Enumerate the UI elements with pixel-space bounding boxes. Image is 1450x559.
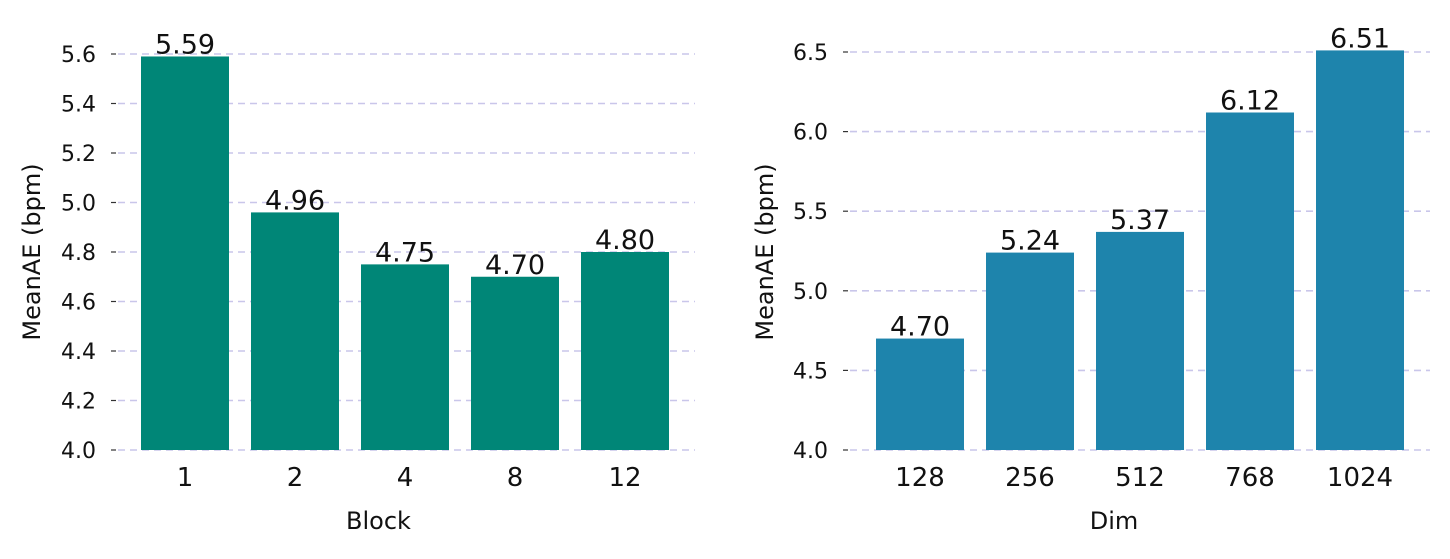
x-tick-label: 1024 xyxy=(1327,463,1393,493)
y-tick-label: 4.4 xyxy=(61,340,96,365)
bar-value-label: 5.59 xyxy=(155,29,215,60)
y-tick-label: 4.0 xyxy=(61,439,96,464)
bar-value-label: 4.70 xyxy=(890,312,950,343)
x-tick-label: 256 xyxy=(1005,463,1055,493)
y-tick-label: 5.0 xyxy=(61,192,96,217)
y-tick-label: 6.5 xyxy=(793,41,828,66)
bar-value-label: 4.80 xyxy=(595,225,655,256)
bar-value-label: 5.24 xyxy=(1000,226,1060,257)
bar xyxy=(471,276,559,450)
x-tick-label: 4 xyxy=(397,463,414,493)
y-tick-label: 4.6 xyxy=(61,291,96,316)
bar-value-label: 4.75 xyxy=(375,237,435,268)
y-axis-label: MeanAE (bpm) xyxy=(751,163,779,340)
y-tick-label: 4.0 xyxy=(793,439,828,464)
bar-value-label: 4.70 xyxy=(485,250,545,281)
y-tick-label: 4.8 xyxy=(61,241,96,266)
x-tick-label: 768 xyxy=(1225,463,1275,493)
bar-value-label: 4.96 xyxy=(265,185,325,216)
y-tick-label: 4.5 xyxy=(793,359,828,384)
bar xyxy=(251,212,339,450)
y-tick-label: 4.2 xyxy=(61,390,96,415)
y-tick-label: 5.6 xyxy=(61,43,96,68)
y-tick-label: 5.4 xyxy=(61,93,96,118)
bar-value-label: 6.51 xyxy=(1330,23,1390,54)
x-tick-label: 128 xyxy=(895,463,945,493)
y-tick-label: 6.0 xyxy=(793,121,828,146)
bar xyxy=(1206,112,1294,450)
chart-block: 4.0 4.2 4.4 4.6 4.8 5.0 5.2 5.4 5.6 5.59 1 4.96 2 4.7… xyxy=(18,29,695,535)
chart-dim: 4.0 4.5 5.0 5.5 6.0 6.5 4.70 128 5.24 256 5.37 512 6… xyxy=(751,23,1430,535)
bar xyxy=(361,264,449,450)
x-axis-label: Block xyxy=(346,507,411,535)
y-tick-label: 5.2 xyxy=(61,142,96,167)
bar xyxy=(876,338,964,450)
bar xyxy=(141,56,229,450)
x-tick-label: 512 xyxy=(1115,463,1165,493)
y-axis-label: MeanAE (bpm) xyxy=(18,163,46,340)
bar xyxy=(581,252,669,450)
x-tick-label: 8 xyxy=(507,463,524,493)
x-axis-label: Dim xyxy=(1090,507,1139,535)
bar xyxy=(1316,50,1404,451)
bar-value-label: 6.12 xyxy=(1220,85,1280,116)
bar xyxy=(986,252,1074,450)
x-tick-label: 12 xyxy=(608,463,641,493)
bar-value-label: 5.37 xyxy=(1110,205,1170,236)
y-tick-label: 5.0 xyxy=(793,280,828,305)
x-tick-label: 1 xyxy=(177,463,194,493)
x-tick-label: 2 xyxy=(287,463,304,493)
y-tick-label: 5.5 xyxy=(793,200,828,225)
bar xyxy=(1096,231,1184,450)
